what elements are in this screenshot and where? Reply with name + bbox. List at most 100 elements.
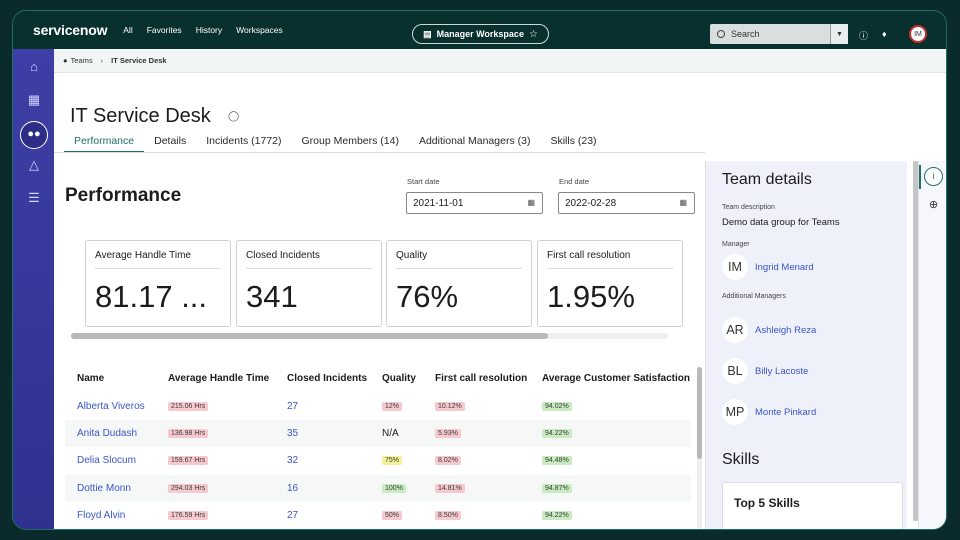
servicenow-logo[interactable]: servicenow [33,22,108,38]
avatar: BL [722,358,748,384]
cards-scrollbar[interactable] [71,333,668,339]
kpi-value: 81.17 ... [95,279,208,314]
workspace-name: Manager Workspace [436,29,524,39]
quality-value: N/A [382,428,399,439]
tab-details[interactable]: Details [154,135,187,147]
quality-badge: 100% [382,484,406,493]
end-date-input[interactable]: 2022-02-28 ▦ [558,192,695,214]
kpi-card-quality[interactable]: Quality 76% [386,240,532,327]
tab-group-members[interactable]: Group Members (14) [301,135,399,147]
home-icon[interactable]: ⌂ [30,59,38,74]
performance-title: Performance [65,185,182,206]
col-header-csat[interactable]: Average Customer Satisfaction [542,373,691,384]
calendar-icon[interactable]: ▦ [27,92,41,107]
user-avatar[interactable]: IM [909,25,927,43]
closed-count[interactable]: 27 [287,401,299,412]
manager-name[interactable]: Ingrid Menard [755,261,814,273]
global-search[interactable]: Search ▼ [710,24,848,44]
tab-performance[interactable]: Performance [64,131,145,153]
top-skills-title: Top 5 Skills [734,496,800,510]
nav-history[interactable]: History [195,25,223,35]
table-row: Anita Dudash 136.98 Hrs 35 N/A 5.93% 94.… [65,420,691,447]
groups-icon[interactable]: ●● [20,121,48,149]
col-header-name[interactable]: Name [77,373,105,384]
breadcrumb-teams[interactable]: Teams [70,56,93,65]
csat-badge: 94.87% [542,484,572,493]
table-row: Alberta Viveros 215.06 Hrs 27 12% 10.12%… [65,393,691,420]
kpi-divider [246,268,372,269]
closed-count[interactable]: 32 [287,455,299,466]
closed-count[interactable]: 16 [287,483,299,494]
kpi-card-closed-incidents[interactable]: Closed Incidents 341 [236,240,382,327]
scrollbar-thumb[interactable] [697,367,702,459]
scrollbar-thumb[interactable] [913,161,918,521]
col-header-fcr[interactable]: First call resolution [435,373,528,384]
col-header-closed[interactable]: Closed Incidents [287,373,368,384]
graduation-cap-icon[interactable]: △ [29,157,39,172]
closed-count[interactable]: 35 [287,428,299,439]
chevron-right-icon: › [100,56,104,65]
workspace-icon: ▤ [423,28,432,39]
tab-incidents[interactable]: Incidents (1772) [206,135,282,147]
additional-manager[interactable]: BL Billy Lacoste [722,358,808,384]
kpi-card-fcr[interactable]: First call resolution 1.95% [537,240,683,327]
search-scope-dropdown[interactable]: ▼ [830,24,848,44]
closed-count[interactable]: 27 [287,510,299,521]
manager-person[interactable]: IM Ingrid Menard [722,254,814,280]
kpi-divider [547,268,673,269]
page-title: IT Service Desk [70,105,211,127]
col-header-aht[interactable]: Average Handle Time [168,373,270,384]
team-details-panel: Team details Team description Demo data … [705,161,907,529]
workspace-pill[interactable]: ▤ Manager Workspace ☆ [412,24,549,44]
panel-scrollbar[interactable] [913,161,918,521]
top-bar: servicenow All Favorites History Workspa… [13,11,946,49]
kpi-card-aht[interactable]: Average Handle Time 81.17 ... [85,240,231,327]
aht-badge: 159.67 Hrs [168,456,209,465]
additional-manager[interactable]: AR Ashleigh Reza [722,317,816,343]
scrollbar-thumb[interactable] [71,333,548,339]
additional-manager-name[interactable]: Ashleigh Reza [755,324,817,336]
crosshair-icon[interactable]: ⊕ [928,199,939,211]
fcr-badge: 5.93% [435,429,461,438]
tab-additional-managers[interactable]: Additional Managers (3) [418,135,531,147]
additional-manager[interactable]: MP Monte Pinkard [722,399,816,425]
help-icon[interactable]: ⓘ [859,31,869,41]
additional-manager-name[interactable]: Billy Lacoste [755,365,809,377]
search-input[interactable]: Search [731,29,760,39]
row-name[interactable]: Floyd Alvin [77,510,126,521]
col-header-quality[interactable]: Quality [382,373,416,384]
right-toolbar: i ⊕ [918,161,946,529]
csat-badge: 94.22% [542,429,572,438]
info-icon[interactable]: i [924,167,943,186]
csat-badge: 94.48% [542,456,572,465]
row-name[interactable]: Alberta Viveros [77,401,145,412]
calendar-icon[interactable]: ▦ [527,198,535,207]
star-icon[interactable]: ☆ [528,28,538,40]
list-icon[interactable]: ☰ [28,190,40,205]
fcr-badge: 8.50% [435,511,461,520]
row-name[interactable]: Anita Dudash [77,428,138,439]
nav-all[interactable]: All [123,25,133,35]
active-indicator [919,165,921,189]
kpi-value: 1.95% [547,279,635,314]
top-skills-card[interactable]: Top 5 Skills [722,482,903,529]
tab-skills[interactable]: Skills (23) [550,135,597,147]
table-scrollbar[interactable] [697,367,702,529]
row-name[interactable]: Delia Slocum [77,455,136,466]
additional-manager-name[interactable]: Monte Pinkard [755,406,817,418]
app-window: servicenow All Favorites History Workspa… [12,10,947,530]
fcr-badge: 14.81% [435,484,465,493]
nav-workspaces[interactable]: Workspaces [236,25,283,35]
nav-favorites[interactable]: Favorites [146,25,182,35]
csat-badge: 94.02% [542,402,572,411]
kpi-value: 76% [396,279,459,314]
calendar-icon[interactable]: ▦ [679,198,687,207]
aht-badge: 294.03 Hrs [168,484,209,493]
kpi-label: Average Handle Time [95,250,191,261]
row-name[interactable]: Dottie Monn [77,483,131,494]
kpi-label: Closed Incidents [246,250,320,261]
tag-icon[interactable]: ◯ [228,111,240,122]
start-date-input[interactable]: 2021-11-01 ▦ [406,192,543,214]
end-date-label: End date [559,177,590,186]
bell-icon[interactable]: ♦ [882,29,887,39]
